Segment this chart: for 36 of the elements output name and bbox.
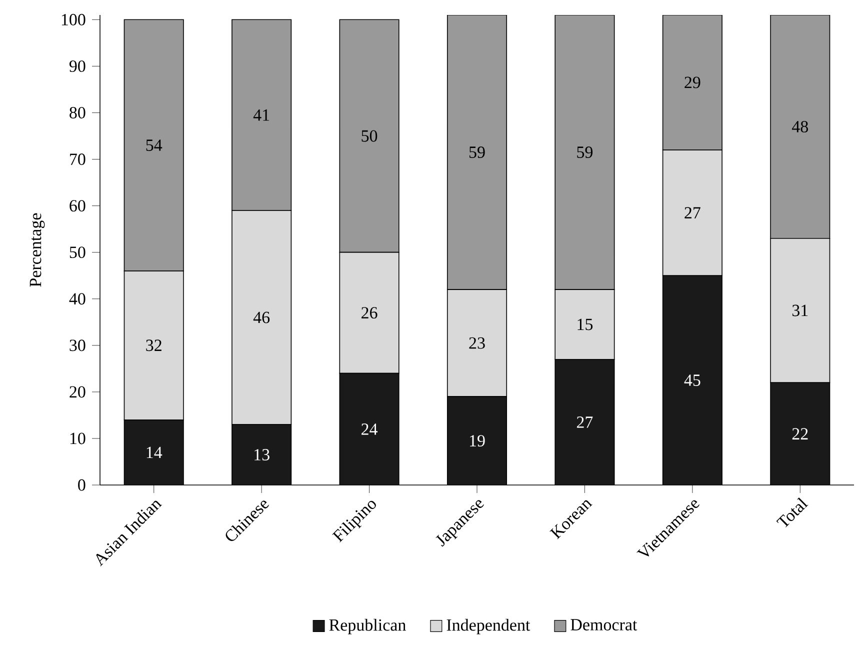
- data-label: 31: [792, 304, 808, 316]
- y-tick-label: 100: [62, 14, 86, 26]
- data-label: 24: [362, 424, 378, 435]
- data-label: 26: [362, 307, 378, 319]
- y-tick-label: 20: [70, 386, 86, 398]
- y-tick-label: 10: [70, 432, 86, 444]
- data-label: 59: [469, 146, 485, 158]
- data-label: 59: [577, 146, 593, 158]
- y-tick-label: 50: [70, 246, 86, 258]
- data-label: 50: [362, 130, 378, 142]
- data-label: 22: [792, 428, 808, 440]
- data-label: 14: [146, 446, 162, 458]
- y-tick-label: 90: [69, 60, 86, 72]
- data-label: 54: [146, 140, 162, 151]
- data-label: 15: [578, 318, 593, 330]
- data-label: 27: [684, 207, 700, 218]
- data-label: 27: [576, 416, 593, 428]
- data-label: 32: [146, 340, 162, 352]
- y-tick-label: 60: [70, 200, 86, 212]
- y-axis-title: Percentage: [30, 213, 45, 287]
- data-label: 29: [684, 76, 700, 88]
- data-label: 45: [684, 374, 700, 386]
- y-tick-label: 70: [70, 154, 86, 165]
- data-label: 41: [253, 109, 270, 121]
- y-tick-label: 30: [70, 340, 86, 352]
- legend-label: Independent: [446, 618, 530, 634]
- data-label: 13: [254, 449, 270, 460]
- y-tick-label: 0: [78, 479, 86, 491]
- data-label: 48: [792, 120, 808, 132]
- data-label: 23: [469, 337, 485, 349]
- legend-label: Democrat: [570, 619, 638, 630]
- legend-label: Republican: [329, 618, 406, 634]
- data-label: 46: [253, 312, 270, 324]
- y-tick-label: 40: [69, 293, 86, 305]
- y-tick-label: 80: [70, 107, 86, 118]
- data-label: 19: [470, 435, 485, 446]
